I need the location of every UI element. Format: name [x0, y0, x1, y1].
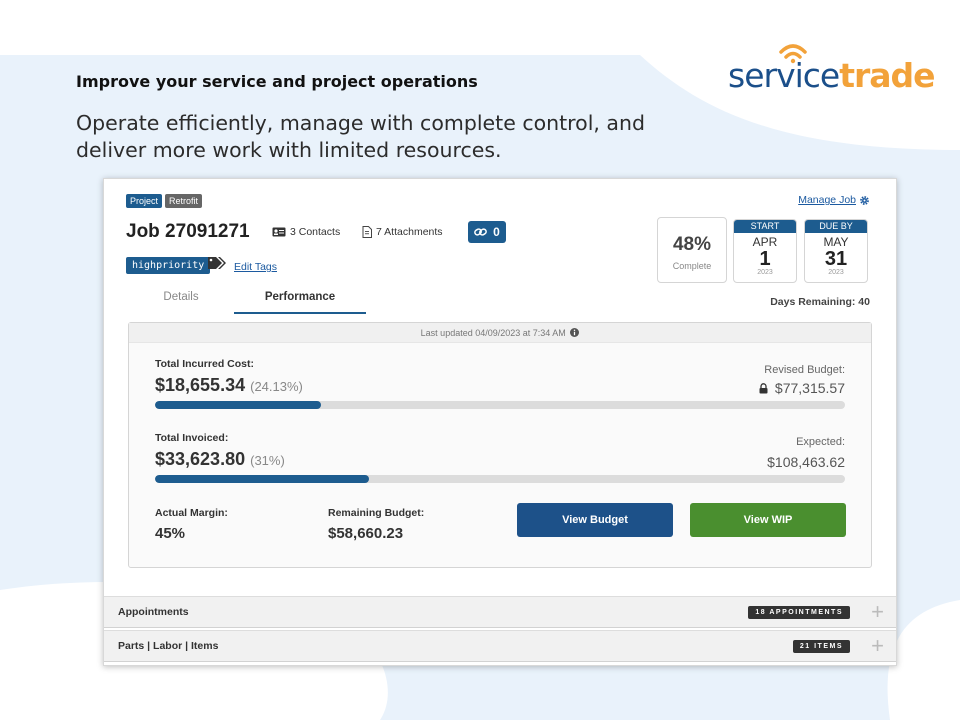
start-date-head: START [734, 220, 796, 233]
actual-margin-label: Actual Margin: [155, 507, 228, 519]
appointments-count-badge: 18 APPOINTMENTS [748, 605, 850, 619]
parts-labor-items-title: Parts | Labor | Items [118, 640, 219, 652]
job-title: Job 27091271 [126, 221, 250, 242]
incurred-cost-value: $18,655.34 [155, 375, 246, 395]
start-date-box: START APR 1 2023 [733, 219, 797, 283]
items-count-badge: 21 ITEMS [792, 639, 850, 653]
expected-value: $108,463.62 [767, 454, 845, 470]
tag-icon [208, 257, 226, 269]
invoiced-label: Total Invoiced: [155, 432, 229, 444]
days-remaining: Days Remaining: 40 [770, 296, 870, 308]
incurred-progress-fill [155, 401, 322, 409]
view-budget-button[interactable]: View Budget [517, 503, 673, 537]
incurred-cost-amount: $18,655.34 (24.13%) [155, 375, 303, 396]
manage-job-label: Manage Job [798, 194, 856, 206]
invoiced-percent: (31%) [250, 453, 285, 468]
due-date-head: DUE BY [805, 220, 867, 233]
view-wip-button[interactable]: View WIP [690, 503, 846, 537]
edit-tags-link[interactable]: Edit Tags [234, 261, 277, 273]
gear-icon [860, 195, 869, 205]
tag-retrofit[interactable]: Retrofit [165, 194, 203, 208]
due-date-year: 2023 [828, 269, 844, 276]
revised-budget-label: Revised Budget: [764, 364, 845, 376]
start-date-month: APR [752, 235, 778, 249]
link-icon [474, 228, 488, 236]
performance-panel: Last updated 04/09/2023 at 7:34 AM Total… [128, 322, 872, 568]
job-type-tags: Project Retrofit [126, 194, 203, 208]
plus-icon[interactable]: + [871, 599, 884, 624]
linked-items-count: 0 [493, 225, 500, 239]
logo-wordmark: servicetrade [728, 56, 936, 95]
marketing-headline: Improve your service and project operati… [76, 72, 478, 91]
incurred-progress-bar [155, 401, 845, 409]
manage-job-link[interactable]: Manage Job [798, 194, 870, 206]
appointments-title: Appointments [118, 606, 189, 618]
start-date-year: 2023 [757, 269, 773, 276]
revised-budget-amount: $77,315.57 [759, 380, 845, 396]
parts-labor-items-section[interactable]: Parts | Labor | Items 21 ITEMS + [104, 630, 896, 662]
last-updated-bar: Last updated 04/09/2023 at 7:34 AM [129, 323, 871, 343]
invoiced-progress-fill [155, 475, 369, 483]
lock-icon [759, 383, 768, 394]
percent-complete-value: 48% [672, 234, 712, 255]
expected-label: Expected: [796, 436, 845, 448]
appointments-section[interactable]: Appointments 18 APPOINTMENTS + [104, 596, 896, 628]
actual-margin-value: 45% [155, 525, 186, 542]
contacts-link[interactable]: 3 Contacts [272, 226, 340, 238]
tag-project[interactable]: Project [126, 194, 163, 208]
tab-performance[interactable]: Performance [234, 291, 366, 314]
percent-complete-box: 48% Complete [657, 217, 727, 283]
invoiced-progress-bar [155, 475, 845, 483]
contact-card-icon [272, 227, 286, 237]
logo-service-text: service [728, 56, 840, 95]
logo-trade-text: trade [839, 56, 935, 95]
wifi-icon [779, 44, 807, 64]
remaining-budget-value: $58,660.23 [328, 525, 404, 542]
due-date-day: 31 [824, 248, 848, 270]
percent-complete-label: Complete [672, 261, 712, 271]
servicetrade-logo: servicetrade [728, 42, 936, 102]
revised-budget-value: $77,315.57 [774, 380, 845, 396]
marketing-subline: Operate efficiently, manage with complet… [76, 111, 645, 162]
attachments-link[interactable]: 7 Attachments [362, 226, 443, 238]
attachments-label: 7 Attachments [376, 226, 443, 238]
last-updated-text: Last updated 04/09/2023 at 7:34 AM [420, 328, 566, 338]
incurred-cost-label: Total Incurred Cost: [155, 358, 254, 370]
info-icon[interactable] [570, 328, 580, 337]
document-icon [362, 226, 372, 238]
due-date-box: DUE BY MAY 31 2023 [804, 219, 868, 283]
remaining-budget-label: Remaining Budget: [328, 507, 425, 519]
start-date-day: 1 [759, 248, 771, 270]
invoiced-value: $33,623.80 [155, 449, 246, 469]
invoiced-amount: $33,623.80 (31%) [155, 449, 285, 470]
priority-tag[interactable]: highpriority [126, 257, 211, 274]
job-tabs: Details Performance [128, 291, 366, 314]
contacts-label: 3 Contacts [290, 226, 341, 238]
linked-items-button[interactable]: 0 [468, 221, 506, 243]
plus-icon[interactable]: + [871, 633, 884, 658]
job-window: Project Retrofit Manage Job Job 27091271… [103, 178, 897, 666]
due-date-month: MAY [823, 235, 849, 249]
tab-details[interactable]: Details [163, 291, 199, 303]
incurred-cost-percent: (24.13%) [250, 379, 303, 394]
